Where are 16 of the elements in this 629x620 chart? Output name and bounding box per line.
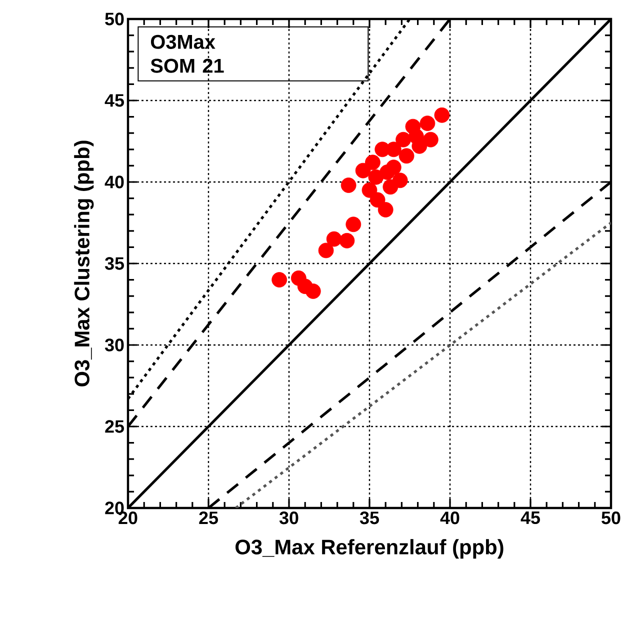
y-tick-label: 40 [104, 176, 124, 188]
x-tick-label: 45 [520, 512, 540, 524]
x-tick-label: 25 [199, 512, 218, 524]
x-axis-title: O3_Max Referenzlauf (ppb) [236, 539, 504, 559]
y-tick-label: 50 [105, 12, 124, 26]
y-axis-title: O3_Max Clustering (ppb) [74, 140, 94, 386]
y-tick-label: 45 [104, 94, 124, 107]
annotation: SOM 21 [150, 58, 224, 73]
y-tick-label: 35 [104, 257, 124, 270]
x-tick-label: 35 [360, 512, 379, 524]
x-tick-label: 40 [440, 512, 460, 524]
x-tick-label: 50 [602, 512, 620, 524]
y-tick-label: 25 [105, 420, 124, 433]
annotation: O3Max [150, 34, 216, 49]
y-tick-label: 30 [104, 338, 124, 352]
x-tick-label: 30 [279, 512, 298, 524]
